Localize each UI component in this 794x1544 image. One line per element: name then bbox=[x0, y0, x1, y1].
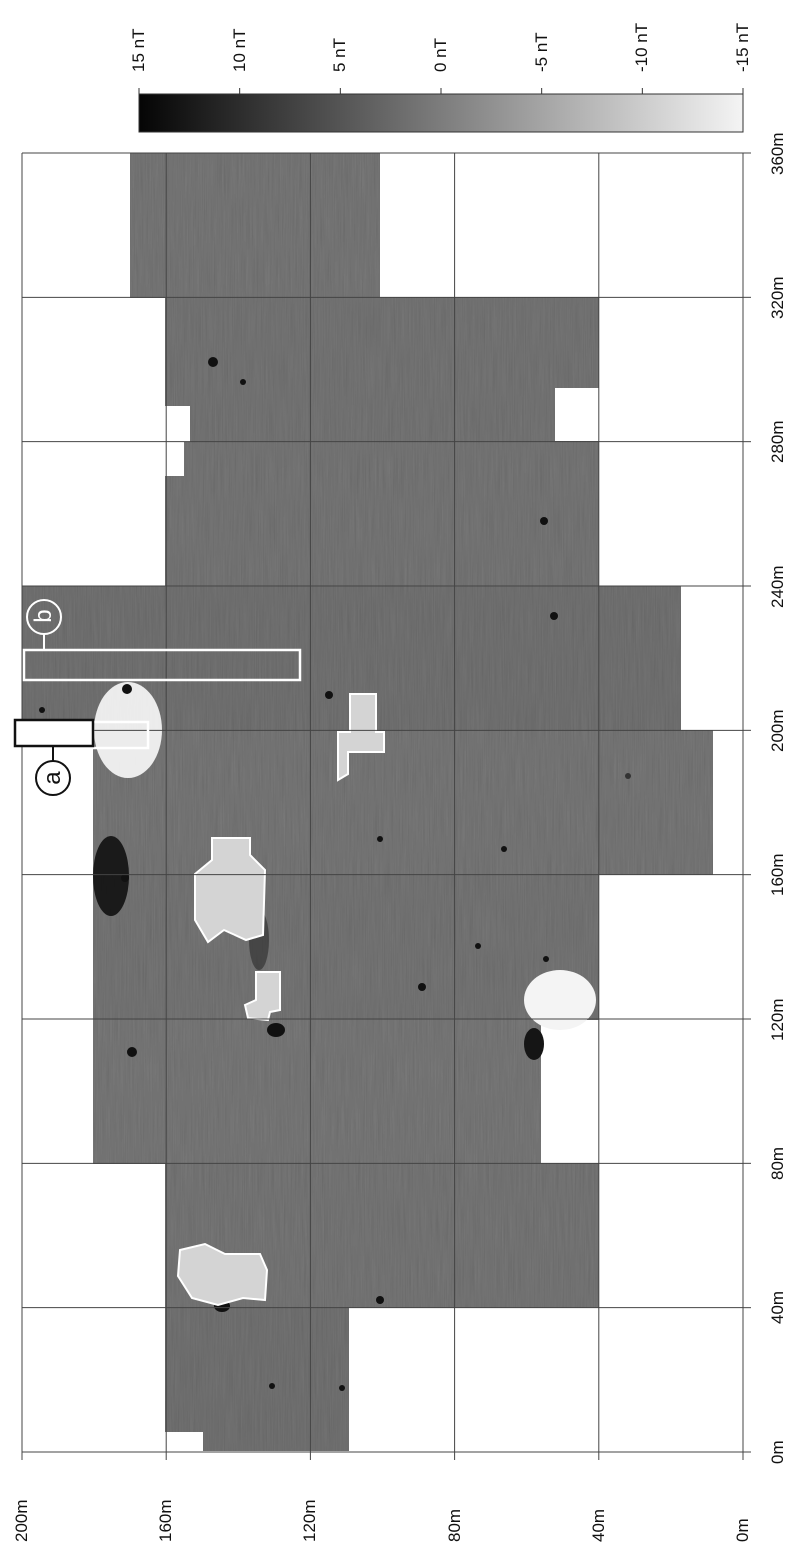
annotation-label-b: b bbox=[30, 609, 57, 623]
easting-label: 0m bbox=[768, 1440, 787, 1464]
easting-label: 280m bbox=[768, 420, 787, 464]
northing-label: 160m bbox=[156, 1499, 176, 1542]
easting-label: 80m bbox=[768, 1146, 787, 1180]
annotation-label-a: a bbox=[39, 771, 66, 785]
survey-coverage bbox=[22, 153, 713, 1451]
colorbar-label: -10 nT bbox=[632, 22, 652, 72]
masked-areas bbox=[176, 693, 385, 1307]
northing-label: 80m bbox=[444, 1508, 464, 1542]
northing-label: 0m bbox=[733, 1518, 752, 1542]
easting-label: 120m bbox=[768, 997, 787, 1041]
easting-label: 240m bbox=[768, 564, 787, 608]
colorbar-label: 15 nT bbox=[129, 28, 148, 72]
easting-label: 360m bbox=[768, 131, 787, 175]
annotation-b bbox=[22, 599, 302, 682]
map-grid bbox=[21, 152, 751, 1460]
northing-label: 40m bbox=[588, 1508, 608, 1542]
easting-label: 40m bbox=[768, 1291, 787, 1325]
northing-label: 200m bbox=[12, 1499, 31, 1542]
northing-label: 120m bbox=[300, 1499, 320, 1542]
colorbar-label: -15 nT bbox=[733, 22, 752, 72]
colorbar-label: 10 nT bbox=[229, 28, 249, 72]
colorbar-label: 5 nT bbox=[330, 37, 350, 72]
colorbar-label: -5 nT bbox=[531, 32, 551, 72]
colorbar-label: 0 nT bbox=[431, 37, 450, 72]
annotation-a bbox=[13, 718, 150, 796]
easting-label: 160m bbox=[768, 853, 787, 897]
easting-label: 200m bbox=[768, 709, 787, 752]
easting-label: 320m bbox=[768, 276, 787, 319]
colorbar bbox=[138, 88, 744, 133]
